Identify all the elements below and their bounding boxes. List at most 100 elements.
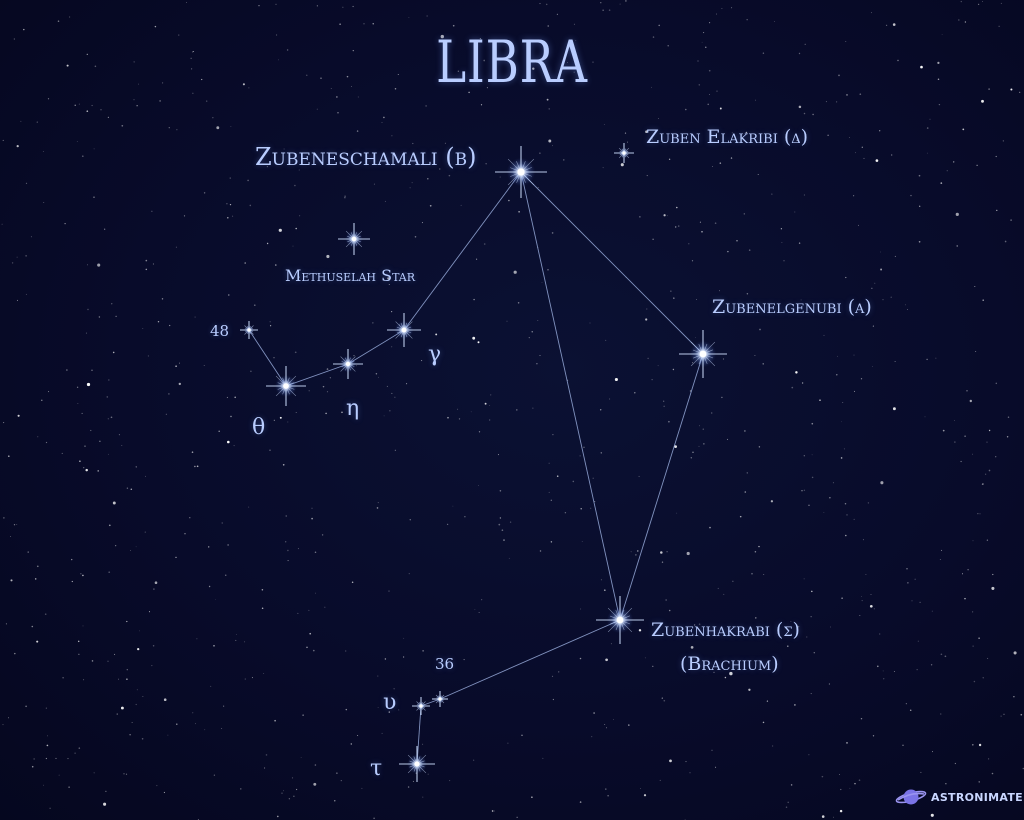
background-star xyxy=(90,429,92,432)
background-star xyxy=(490,394,492,396)
background-star xyxy=(1000,2,1002,4)
background-star xyxy=(326,391,329,393)
background-star xyxy=(269,321,271,323)
background-star xyxy=(74,104,76,106)
background-star xyxy=(839,774,840,775)
background-star xyxy=(755,617,757,619)
star-zuben-elakribi xyxy=(614,143,634,163)
background-star xyxy=(698,445,700,447)
background-star xyxy=(345,708,348,711)
background-star xyxy=(926,358,928,361)
background-star xyxy=(532,67,535,70)
background-star xyxy=(414,236,417,238)
background-star xyxy=(580,508,582,510)
background-star xyxy=(695,299,697,300)
star-zubenhakrabi xyxy=(596,596,644,644)
background-star xyxy=(91,104,93,107)
background-star xyxy=(71,558,73,561)
background-star xyxy=(640,787,642,789)
star-upsilon xyxy=(412,697,430,715)
background-star xyxy=(351,86,352,87)
background-star xyxy=(803,112,806,115)
background-star xyxy=(107,116,110,119)
background-star xyxy=(803,578,805,580)
background-star xyxy=(532,407,534,409)
background-star xyxy=(325,412,327,415)
background-star xyxy=(956,245,958,247)
background-star xyxy=(721,8,723,10)
background-star xyxy=(546,98,549,101)
background-star xyxy=(107,453,109,455)
background-star xyxy=(355,365,358,367)
background-star xyxy=(907,309,909,310)
background-star xyxy=(363,23,365,25)
background-star xyxy=(785,806,788,808)
background-star xyxy=(697,60,699,62)
background-star xyxy=(583,446,585,448)
background-star xyxy=(593,712,595,714)
background-star xyxy=(383,116,385,119)
background-star xyxy=(624,132,627,134)
background-star xyxy=(874,282,876,284)
background-star xyxy=(27,551,29,553)
background-star xyxy=(599,409,602,411)
background-star xyxy=(91,369,93,371)
background-star xyxy=(315,592,316,594)
background-star xyxy=(265,754,268,756)
background-star xyxy=(273,419,275,421)
background-star xyxy=(357,96,359,98)
background-star xyxy=(995,456,997,458)
background-star xyxy=(548,139,552,143)
background-star xyxy=(247,179,249,182)
star-theta xyxy=(266,366,306,406)
background-star xyxy=(539,152,541,154)
background-star xyxy=(869,604,873,608)
line-sigma-36 xyxy=(439,619,621,700)
background-star xyxy=(208,585,211,588)
background-star xyxy=(508,557,510,559)
background-star xyxy=(31,765,34,768)
background-star xyxy=(904,304,906,306)
background-star xyxy=(550,541,553,543)
background-star xyxy=(644,657,646,659)
background-star xyxy=(939,558,941,560)
background-star xyxy=(391,135,393,137)
background-star xyxy=(125,773,128,775)
background-star xyxy=(375,373,378,375)
background-star xyxy=(311,507,313,509)
background-star xyxy=(746,293,749,295)
star-tau xyxy=(399,746,435,782)
background-star xyxy=(920,771,922,773)
background-star xyxy=(250,370,252,373)
background-star xyxy=(645,318,648,321)
background-star xyxy=(2,139,4,141)
background-star xyxy=(602,167,604,169)
background-star xyxy=(798,105,802,109)
background-star xyxy=(635,554,637,556)
background-star xyxy=(891,154,893,156)
label-eta: η xyxy=(346,396,360,421)
background-star xyxy=(757,174,759,176)
background-star xyxy=(228,294,230,296)
background-star xyxy=(87,308,89,311)
background-star xyxy=(780,228,783,230)
background-star xyxy=(686,551,690,556)
background-star xyxy=(391,311,393,313)
background-star xyxy=(894,255,896,257)
background-star xyxy=(552,433,554,436)
background-star xyxy=(787,645,789,647)
background-star xyxy=(678,225,680,227)
background-star xyxy=(798,242,801,244)
background-star xyxy=(293,795,295,797)
background-star xyxy=(638,475,640,478)
background-star xyxy=(691,260,694,262)
brand-logo: ASTRONIMATE xyxy=(895,786,1023,808)
background-star xyxy=(233,445,235,447)
background-star xyxy=(964,21,967,23)
background-star xyxy=(987,657,989,659)
background-star xyxy=(93,148,95,150)
background-star xyxy=(940,653,943,656)
background-star xyxy=(389,410,391,412)
background-star xyxy=(556,475,559,477)
background-star xyxy=(783,260,785,262)
